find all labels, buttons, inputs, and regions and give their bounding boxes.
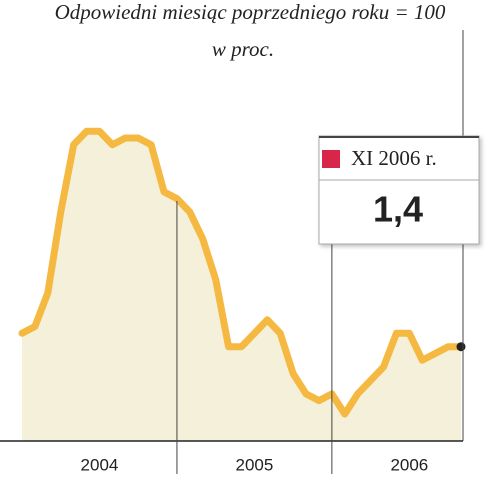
line [18,127,465,418]
x-tick-label: 2006 [390,455,428,474]
chart-title: Odpowiedni miesiąc poprzedniego roku = 1… [55,0,446,24]
annotation-value: 1,4 [373,189,423,230]
end-point [456,342,466,352]
annotation-box [318,135,480,245]
chart-subtitle: w proc. [212,37,274,61]
area [22,131,461,441]
annotation-marker [322,150,340,168]
x-tick-label: 2004 [81,455,119,474]
x-tick-label: 2005 [235,455,273,474]
annotation-title: XI 2006 r. [351,146,437,170]
